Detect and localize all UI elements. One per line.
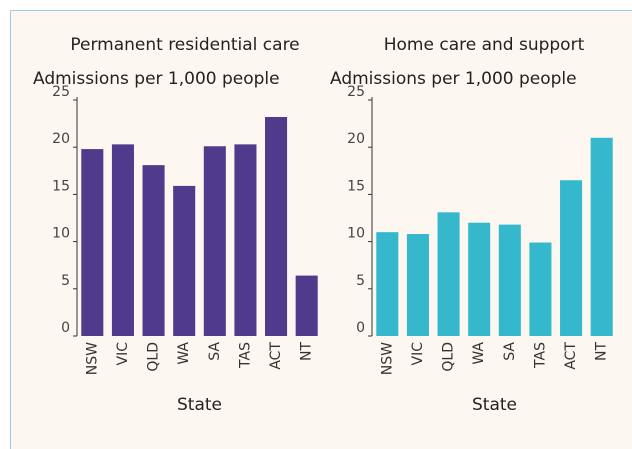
x-tick-label: QLD <box>441 342 457 372</box>
y-tick-label: 10 <box>347 226 365 242</box>
bar <box>295 275 318 336</box>
x-tick-label: ACT <box>268 342 284 370</box>
y-tick-label: 0 <box>356 320 365 336</box>
x-tick-label: VIC <box>115 342 131 366</box>
x-tick-label: SA <box>207 342 223 361</box>
chart-title: Permanent residential care <box>70 35 299 55</box>
x-tick-label: WA <box>471 342 487 365</box>
bar <box>560 180 583 336</box>
y-axis-label: Admissions per 1,000 people <box>33 69 280 89</box>
y-tick-label: 25 <box>347 84 365 100</box>
y-tick-label: 10 <box>52 226 70 242</box>
bar <box>376 232 399 336</box>
x-tick-label: NT <box>594 342 610 361</box>
x-tick-label: VIC <box>410 342 426 366</box>
y-tick-label: 20 <box>52 131 70 147</box>
x-axis-label: State <box>177 395 222 415</box>
bar <box>111 144 134 336</box>
x-tick-label: WA <box>176 342 192 365</box>
y-tick-label: 25 <box>52 84 70 100</box>
bar <box>468 222 491 336</box>
bar <box>81 149 104 336</box>
bar <box>173 185 196 336</box>
x-tick-label: SA <box>502 342 518 361</box>
x-tick-label: ACT <box>563 342 579 370</box>
y-tick-label: 0 <box>61 320 70 336</box>
chart-title: Home care and support <box>384 35 585 55</box>
x-tick-label: TAS <box>237 342 253 369</box>
bar <box>498 224 521 336</box>
x-axis-label: State <box>472 395 517 415</box>
x-tick-label: TAS <box>532 342 548 369</box>
y-axis-label: Admissions per 1,000 people <box>330 69 577 89</box>
x-tick-label: NT <box>299 342 315 361</box>
bar <box>529 242 552 336</box>
bar <box>265 116 288 336</box>
y-tick-label: 20 <box>347 131 365 147</box>
y-tick-label: 15 <box>347 178 365 194</box>
y-tick-label: 5 <box>61 273 70 289</box>
bar <box>406 234 429 336</box>
x-tick-label: NSW <box>84 342 100 375</box>
bar <box>437 212 460 336</box>
x-tick-label: NSW <box>379 342 395 375</box>
y-tick-label: 15 <box>52 178 70 194</box>
bar <box>203 146 226 336</box>
bar <box>234 144 257 336</box>
bar <box>142 165 165 336</box>
bar <box>590 137 613 336</box>
x-tick-label: QLD <box>146 342 162 372</box>
y-tick-label: 5 <box>356 273 365 289</box>
